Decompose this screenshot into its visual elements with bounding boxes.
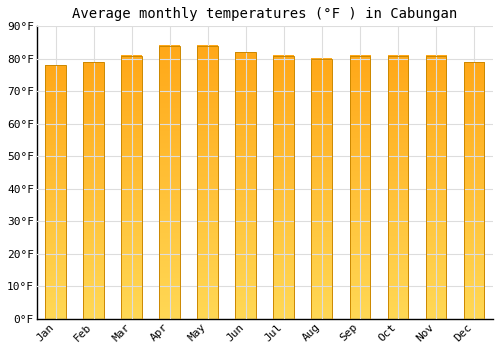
- Title: Average monthly temperatures (°F ) in Cabungan: Average monthly temperatures (°F ) in Ca…: [72, 7, 458, 21]
- Bar: [350, 56, 370, 319]
- Bar: [426, 56, 446, 319]
- Bar: [274, 56, 294, 319]
- Bar: [236, 52, 256, 319]
- Bar: [464, 62, 484, 319]
- Bar: [46, 65, 66, 319]
- Bar: [312, 59, 332, 319]
- Bar: [160, 46, 180, 319]
- Bar: [198, 46, 218, 319]
- Bar: [122, 56, 142, 319]
- Bar: [388, 56, 408, 319]
- Bar: [84, 62, 104, 319]
